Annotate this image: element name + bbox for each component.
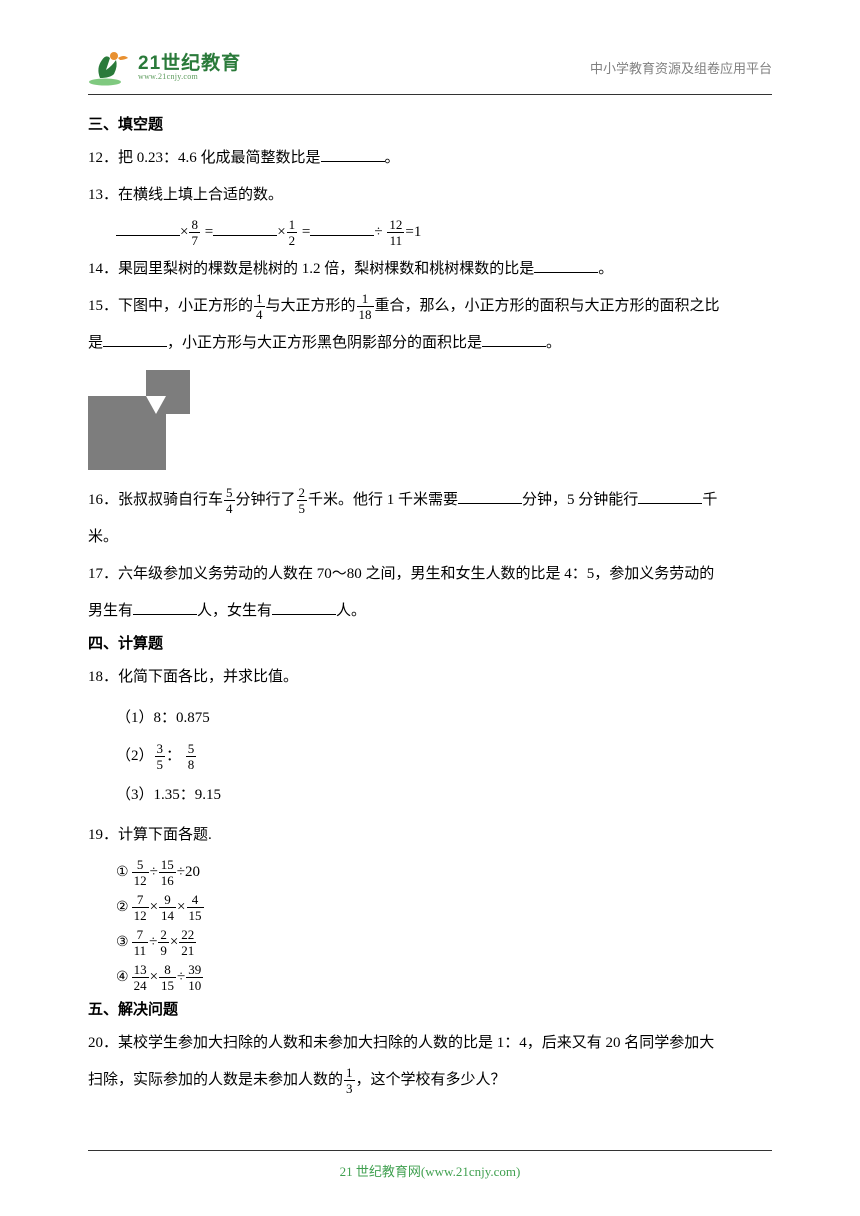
fraction: 1324 [132, 963, 149, 992]
header-right-text: 中小学教育资源及组卷应用平台 [590, 58, 772, 77]
page-header: 21世纪教育 www.21cnjy.com 中小学教育资源及组卷应用平台 [88, 48, 772, 86]
fraction: 14 [254, 292, 265, 321]
fraction: 415 [187, 893, 204, 922]
q12-text: 12．把 0.23：4.6 化成最简整数比是 [88, 150, 321, 166]
page-footer: 21 世纪教育网(www.21cnjy.com) [88, 1150, 772, 1180]
q19-4: ④1324×815÷3910 [116, 963, 772, 992]
q14-text: 14．果园里梨树的棵数是桃树的 1.2 倍，梨树棵数和桃树棵数的比是 [88, 261, 534, 277]
question-12: 12．把 0.23：4.6 化成最简整数比是 。 [88, 142, 772, 175]
fraction: 58 [186, 742, 197, 771]
fraction: 29 [158, 928, 169, 957]
question-17-line2: 男生有人，女生有人。 [88, 595, 772, 628]
blank [638, 490, 702, 504]
question-16: 16．张叔叔骑自行车54分钟行了25千米。他行 1 千米需要分钟，5 分钟能行千 [88, 484, 772, 517]
section-4-title: 四、计算题 [88, 632, 772, 653]
q18-1: （1）8：0.875 [116, 706, 772, 730]
fraction: 35 [155, 742, 166, 771]
section-3-title: 三、填空题 [88, 113, 772, 134]
question-15-line2: 是，小正方形与大正方形黑色阴影部分的面积比是。 [88, 327, 772, 360]
question-19: 19．计算下面各题. [88, 819, 772, 852]
question-20-line2: 扫除，实际参加的人数是未参加人数的13，这个学校有多少人？ [88, 1064, 772, 1097]
question-13: 13．在横线上填上合适的数。 [88, 179, 772, 212]
fraction: 711 [132, 928, 149, 957]
fraction: 87 [189, 218, 200, 247]
q18-2: （2）35： 58 [116, 742, 772, 771]
blank [310, 222, 374, 236]
fraction: 1516 [159, 858, 176, 887]
blank [103, 333, 167, 347]
blank [458, 490, 522, 504]
logo: 21世纪教育 www.21cnjy.com [88, 48, 241, 86]
white-triangle [146, 396, 166, 414]
q19-1: ①512÷1516÷20 [116, 858, 772, 887]
fraction: 914 [159, 893, 176, 922]
fraction: 118 [357, 292, 374, 321]
q13-text: 13．在横线上填上合适的数。 [88, 187, 283, 203]
question-18: 18．化简下面各比，并求比值。 [88, 661, 772, 694]
footer-divider [88, 1150, 772, 1151]
fraction: 1211 [387, 218, 404, 247]
question-15: 15．下图中，小正方形的14与大正方形的118重合，那么，小正方形的面积与大正方… [88, 290, 772, 323]
question-14: 14．果园里梨树的棵数是桃树的 1.2 倍，梨树棵数和桃树棵数的比是 。 [88, 253, 772, 286]
logo-url: www.21cnjy.com [138, 73, 241, 81]
logo-icon [88, 48, 132, 86]
fraction: 512 [132, 858, 149, 887]
fraction: 12 [287, 218, 298, 247]
logo-title: 21世纪教育 [138, 54, 241, 73]
fraction: 2221 [179, 928, 196, 957]
fraction: 13 [344, 1066, 355, 1095]
fraction: 54 [224, 486, 235, 515]
blank [534, 259, 598, 273]
section-5-title: 五、解决问题 [88, 998, 772, 1019]
q18-3: （3）1.35：9.15 [116, 783, 772, 807]
q19-3: ③711÷29×2221 [116, 928, 772, 957]
question-16-line2: 米。 [88, 521, 772, 554]
q19-2: ②712×914×415 [116, 893, 772, 922]
question-13-line: ×87 =×12 =÷ 1211=1 [116, 216, 772, 249]
square-diagram [88, 370, 196, 470]
blank [321, 148, 385, 162]
logo-text: 21世纪教育 www.21cnjy.com [138, 54, 241, 81]
q14-end: 。 [598, 261, 613, 277]
fraction: 712 [132, 893, 149, 922]
fraction: 815 [159, 963, 176, 992]
q12-end: 。 [385, 150, 400, 166]
blank [133, 601, 197, 615]
question-17: 17．六年级参加义务劳动的人数在 70～80 之间，男生和女生人数的比是 4：5… [88, 558, 772, 591]
header-divider [88, 94, 772, 95]
blank [116, 222, 180, 236]
fraction: 25 [297, 486, 308, 515]
blank [272, 601, 336, 615]
fraction: 3910 [186, 963, 203, 992]
blank [482, 333, 546, 347]
blank [213, 222, 277, 236]
footer-text: 21 世纪教育网(www.21cnjy.com) [88, 1161, 772, 1180]
question-20: 20．某校学生参加大扫除的人数和未参加大扫除的人数的比是 1：4，后来又有 20… [88, 1027, 772, 1060]
